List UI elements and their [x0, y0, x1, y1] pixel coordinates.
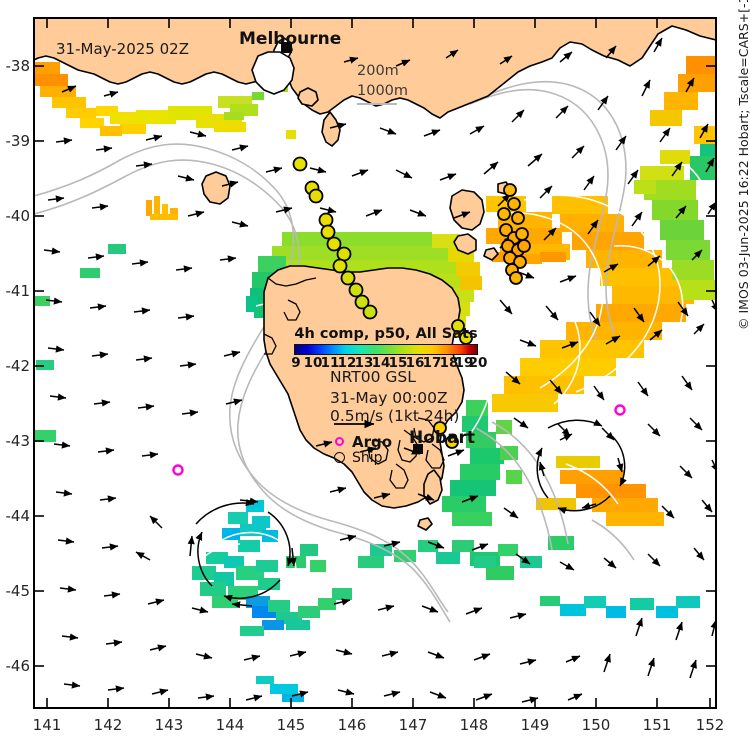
plot-frame	[33, 17, 717, 709]
argo-floats	[172, 404, 626, 476]
colorbar-tick: 20	[468, 355, 488, 371]
credit-text: © IMOS 03-Jun-2025 16:22 Hobart; Tscale=…	[736, 0, 750, 330]
y-tick-label: -46	[5, 657, 31, 675]
legend-date-line: 31-May 00:00Z	[330, 389, 448, 407]
colorbar-tick: 13	[354, 355, 374, 371]
ship-key-marker	[334, 452, 345, 463]
x-tick-label: 151	[642, 716, 672, 734]
timestamp-overlay: 31-May-2025 02Z	[56, 40, 189, 58]
bathymetry-label-200m: 200m	[357, 63, 399, 79]
colorbar-tick: 18	[439, 355, 459, 371]
ship-key-label: Ship	[352, 450, 383, 466]
x-tick-label: 145	[276, 716, 306, 734]
legend-product-line: NRT00 GSL	[330, 368, 416, 386]
y-tick-label: -39	[5, 132, 31, 150]
colorbar-tick-labels: 9 10 11 12 13 14 15 16 17 18 19 20	[288, 355, 487, 371]
x-tick-label: 143	[154, 716, 184, 734]
city-marker-hobart	[413, 444, 423, 454]
bathymetry-label-1000m: 1000m	[357, 83, 409, 99]
city-label-melbourne: Melbourne	[239, 29, 342, 49]
x-tick-label: 147	[398, 716, 428, 734]
y-tick-label: -38	[5, 57, 31, 75]
colorbar-tick: 9	[291, 355, 301, 371]
colorbar-tick: 17	[422, 355, 442, 371]
x-tick-label: 150	[581, 716, 611, 734]
argo-key-marker	[335, 437, 344, 446]
bathymetry-legend-line	[357, 103, 397, 105]
city-marker-melbourne	[281, 42, 292, 53]
colorbar-tick: 10	[303, 355, 323, 371]
x-tick-label: 146	[337, 716, 367, 734]
y-tick-label: -44	[5, 507, 31, 525]
colorbar-tick: 15	[388, 355, 408, 371]
colorbar-tick: 14	[371, 355, 391, 371]
y-tick-label: -42	[5, 357, 31, 375]
x-tick-label: 149	[520, 716, 550, 734]
legend-title: 4h comp, p50, All Sats	[294, 326, 478, 342]
colorbar-tick: 16	[405, 355, 425, 371]
x-tick-label: 142	[93, 716, 123, 734]
y-tick-label: -45	[5, 582, 31, 600]
x-tick-label: 152	[695, 716, 725, 734]
land-polygons	[34, 18, 716, 531]
colorbar-tick: 19	[454, 355, 474, 371]
argo-key-label: Argo	[352, 433, 393, 451]
y-tick-label: -40	[5, 207, 31, 225]
x-tick-label: 144	[215, 716, 245, 734]
colorbar	[294, 344, 478, 355]
y-tick-label: -43	[5, 432, 31, 450]
map-plot-area	[34, 18, 716, 708]
bathymetry-contours	[34, 80, 635, 623]
legend-vector-scale-line: 0.5m/s (1kt 24h)	[330, 407, 460, 425]
x-tick-label: 141	[32, 716, 62, 734]
colorbar-tick: 12	[337, 355, 357, 371]
city-label-hobart: Hobart	[409, 428, 476, 448]
ship-observation-circles	[292, 156, 531, 449]
x-tick-label: 148	[459, 716, 489, 734]
colorbar-tick: 11	[320, 355, 340, 371]
y-tick-label: -41	[5, 282, 31, 300]
